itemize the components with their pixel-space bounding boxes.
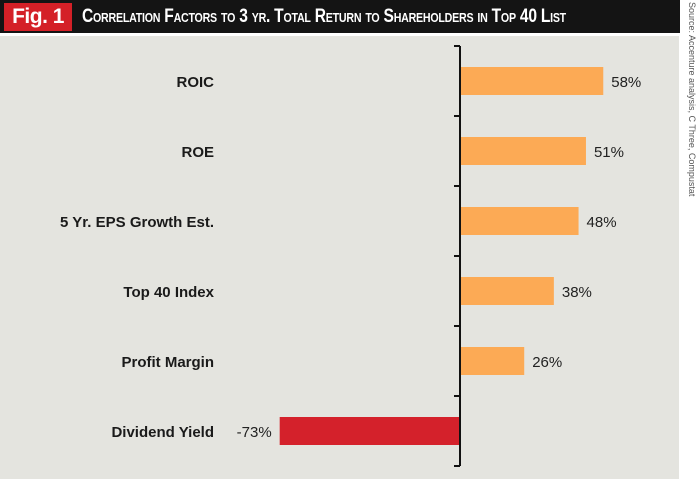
category-label: Dividend Yield — [111, 424, 214, 441]
figure-header: Fig. 1 Correlation Factors to 3 yr. Tota… — [0, 0, 680, 33]
data-label: 51% — [594, 144, 624, 161]
data-label: 38% — [562, 284, 592, 301]
bar — [279, 417, 460, 445]
figure-label: Fig. 1 — [4, 3, 72, 31]
bar — [460, 207, 579, 235]
category-label: ROIC — [177, 74, 215, 91]
category-label: 5 Yr. EPS Growth Est. — [60, 214, 214, 231]
data-label: 26% — [532, 354, 562, 371]
category-label: Top 40 Index — [123, 284, 214, 301]
bar — [460, 277, 554, 305]
bar — [460, 67, 604, 95]
category-label: ROE — [181, 144, 214, 161]
category-label: Profit Margin — [122, 354, 215, 371]
chart-title: Correlation Factors to 3 yr. Total Retur… — [82, 6, 566, 27]
data-label: -73% — [237, 424, 272, 441]
bar — [460, 137, 586, 165]
data-label: 58% — [611, 74, 641, 91]
bar — [460, 347, 525, 375]
plot-area — [0, 36, 679, 479]
data-label: 48% — [587, 214, 617, 231]
